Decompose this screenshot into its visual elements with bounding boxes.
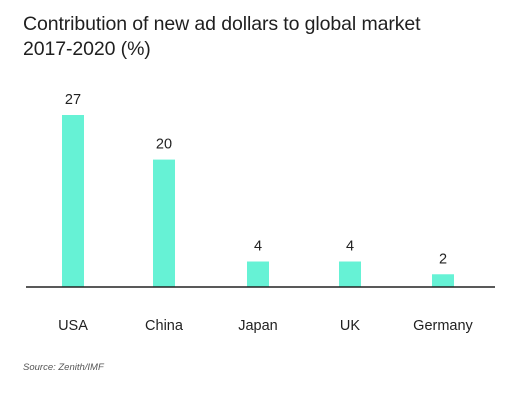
x-tick-label-china: China (145, 318, 184, 334)
bar-usa (62, 115, 84, 287)
x-tick-label-germany: Germany (413, 318, 473, 334)
data-label-china: 20 (156, 137, 172, 153)
bar-germany (432, 274, 454, 287)
bar-china (153, 159, 175, 287)
bar-japan (247, 261, 269, 287)
source-note: Source: Zenith/IMF (23, 362, 104, 373)
bar-uk (339, 261, 361, 287)
x-tick-label-uk: UK (340, 318, 360, 334)
chart-title: Contribution of new ad dollars to global… (23, 13, 421, 35)
x-tick-label-japan: Japan (238, 318, 278, 334)
chart-title-block: Contribution of new ad dollars to global… (23, 12, 503, 62)
data-label-japan: 4 (254, 239, 262, 255)
x-tick-label-usa: USA (58, 318, 88, 334)
data-label-usa: 27 (65, 92, 81, 108)
chart-subtitle: 2017-2020 (%) (23, 38, 151, 60)
data-label-uk: 4 (346, 239, 354, 255)
data-label-germany: 2 (439, 251, 447, 267)
